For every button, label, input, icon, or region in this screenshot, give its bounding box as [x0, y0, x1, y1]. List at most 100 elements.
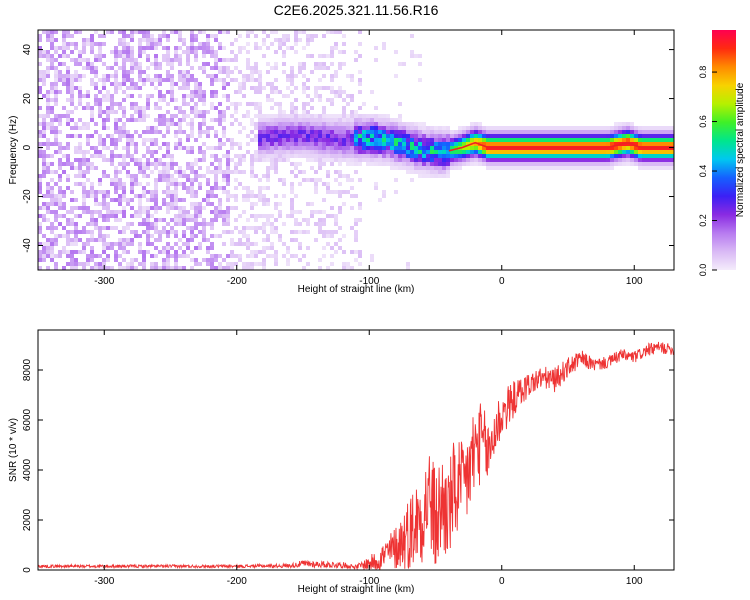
heatmap-cell — [154, 150, 158, 154]
heatmap-cell — [242, 262, 246, 266]
colorbar-tick-label: 0.4 — [698, 165, 708, 178]
heatmap-cell — [378, 142, 382, 146]
heatmap-cell — [358, 254, 362, 258]
heatmap-cell — [302, 90, 306, 94]
heatmap-cell — [198, 42, 202, 46]
heatmap-cell — [466, 130, 470, 134]
heatmap-cell — [342, 158, 346, 162]
heatmap-cell — [258, 90, 262, 94]
heatmap-cell — [434, 154, 438, 158]
heatmap-cell — [254, 262, 258, 266]
heatmap-cell — [194, 202, 198, 206]
heatmap-cell — [154, 142, 158, 146]
heatmap-cell — [90, 50, 94, 54]
heatmap-cell — [306, 222, 310, 226]
heatmap-cell — [98, 150, 102, 154]
heatmap-cell — [90, 230, 94, 234]
heatmap-cell — [358, 138, 362, 142]
heatmap-cell — [78, 118, 82, 122]
heatmap-cell — [314, 66, 318, 70]
heatmap-cell — [198, 122, 202, 126]
heatmap-cell — [98, 98, 102, 102]
heatmap-cell — [286, 258, 290, 262]
heatmap-cell — [254, 62, 258, 66]
heatmap-cell — [50, 142, 54, 146]
heatmap-cell — [198, 150, 202, 154]
heatmap-cell — [86, 258, 90, 262]
heatmap-cell — [322, 138, 326, 142]
heatmap-cell — [230, 194, 234, 198]
heatmap-cell — [130, 102, 134, 106]
heatmap-cell — [170, 230, 174, 234]
heatmap-cell — [118, 170, 122, 174]
heatmap-cell — [166, 186, 170, 190]
heatmap-cell — [382, 158, 386, 162]
heatmap-cell — [210, 78, 214, 82]
heatmap-cell — [198, 90, 202, 94]
heatmap-cell — [142, 222, 146, 226]
heatmap-cell — [358, 262, 362, 266]
heatmap-cell — [158, 218, 162, 222]
heatmap-cell — [350, 146, 354, 150]
heatmap-cell — [258, 82, 262, 86]
heatmap-cell — [614, 126, 618, 130]
heatmap-cell — [42, 78, 46, 82]
heatmap-cell — [338, 114, 342, 118]
heatmap-cell — [262, 122, 266, 126]
heatmap-cell — [110, 74, 114, 78]
heatmap-cell — [82, 150, 86, 154]
heatmap-cell — [338, 118, 342, 122]
heatmap-cell — [42, 218, 46, 222]
heatmap-cell — [234, 206, 238, 210]
heatmap-cell — [190, 202, 194, 206]
heatmap-cell — [126, 54, 130, 58]
heatmap-cell — [122, 46, 126, 50]
heatmap-cell — [214, 90, 218, 94]
heatmap-cell — [418, 150, 422, 154]
heatmap-cell — [202, 42, 206, 46]
heatmap-cell — [570, 142, 574, 146]
heatmap-cell — [370, 90, 374, 94]
heatmap-cell — [98, 106, 102, 110]
heatmap-cell — [82, 210, 86, 214]
heatmap-cell — [266, 134, 270, 138]
heatmap-cell — [198, 158, 202, 162]
heatmap-cell — [286, 146, 290, 150]
heatmap-cell — [586, 154, 590, 158]
heatmap-cell — [222, 218, 226, 222]
heatmap-cell — [166, 90, 170, 94]
heatmap-cell — [62, 46, 66, 50]
heatmap-cell — [194, 54, 198, 58]
heatmap-cell — [162, 246, 166, 250]
heatmap-cell — [430, 170, 434, 174]
heatmap-cell — [78, 90, 82, 94]
heatmap-cell — [446, 130, 450, 134]
heatmap-cell — [138, 38, 142, 42]
heatmap-cell — [150, 78, 154, 82]
heatmap-cell — [314, 238, 318, 242]
heatmap-cell — [610, 134, 614, 138]
heatmap-cell — [294, 38, 298, 42]
heatmap-cell — [366, 158, 370, 162]
heatmap-cell — [70, 90, 74, 94]
heatmap-cell — [338, 138, 342, 142]
heatmap-cell — [106, 30, 110, 34]
heatmap-cell — [266, 154, 270, 158]
heatmap-cell — [46, 246, 50, 250]
heatmap-cell — [254, 242, 258, 246]
heatmap-cell — [490, 162, 494, 166]
heatmap-cell — [490, 130, 494, 134]
heatmap-cell — [442, 174, 446, 178]
heatmap-cell — [118, 262, 122, 266]
heatmap-cell — [634, 146, 638, 150]
heatmap-cell — [122, 110, 126, 114]
heatmap-cell — [118, 66, 122, 70]
heatmap-cell — [194, 262, 198, 266]
heatmap-cell — [422, 126, 426, 130]
heatmap-cell — [466, 158, 470, 162]
heatmap-cell — [234, 262, 238, 266]
heatmap-cell — [582, 162, 586, 166]
heatmap-cell — [38, 266, 42, 270]
heatmap-cell — [270, 138, 274, 142]
heatmap-cell — [430, 150, 434, 154]
